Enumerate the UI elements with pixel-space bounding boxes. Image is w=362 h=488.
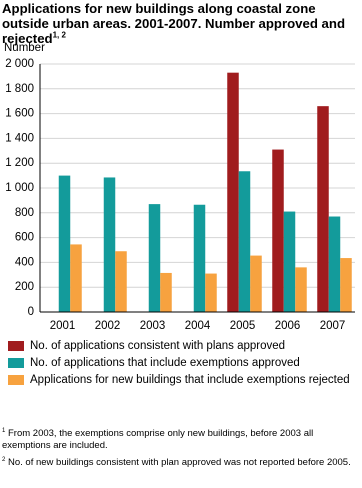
bar bbox=[70, 244, 82, 312]
bar bbox=[193, 204, 206, 312]
bar bbox=[328, 216, 341, 312]
y-tick-label: 2 000 bbox=[5, 58, 34, 70]
chart-title: Applications for new buildings along coa… bbox=[2, 1, 345, 46]
bar bbox=[295, 267, 307, 312]
bar bbox=[148, 204, 161, 312]
bar bbox=[115, 251, 127, 312]
chart-title-block: Applications for new buildings along coa… bbox=[2, 1, 358, 46]
legend-swatch bbox=[8, 375, 24, 385]
bar bbox=[317, 106, 329, 312]
legend-swatch bbox=[8, 341, 24, 351]
x-tick-label: 2005 bbox=[230, 320, 256, 332]
bar bbox=[283, 211, 296, 312]
bar bbox=[58, 175, 71, 312]
x-tick-label: 2006 bbox=[275, 320, 301, 332]
footnotes: 1 From 2003, the exemptions comprise onl… bbox=[2, 425, 358, 471]
bar bbox=[160, 272, 172, 312]
legend-swatch bbox=[8, 358, 24, 368]
title-superscript: 1, 2 bbox=[52, 30, 66, 40]
chart: Number 0 200 400 600 800 1 000 1 200 1 400 1 600… bbox=[4, 42, 355, 386]
x-tick-label: 2004 bbox=[185, 320, 211, 332]
x-tick-label: 2003 bbox=[140, 320, 166, 332]
x-tick-label: 2007 bbox=[320, 320, 346, 332]
bar bbox=[227, 72, 239, 313]
x-tick-label: 2002 bbox=[95, 320, 121, 332]
x-tick-label: 2001 bbox=[50, 320, 76, 332]
footnote-text: No. of new buildings consistent with pla… bbox=[7, 457, 351, 469]
footnote: 2 No. of new buildings consistent with p… bbox=[2, 454, 358, 469]
bar bbox=[340, 258, 352, 312]
y-tick-label: 800 bbox=[15, 207, 34, 219]
y-tick-label: 400 bbox=[15, 256, 34, 268]
y-tick-label: 1 600 bbox=[5, 108, 34, 120]
y-tick-label: 200 bbox=[15, 281, 34, 293]
legend-label: No. of applications consistent with plan… bbox=[30, 340, 285, 352]
footnote: 1 From 2003, the exemptions comprise onl… bbox=[2, 425, 358, 452]
y-tick-label: 1 000 bbox=[5, 182, 34, 194]
y-tick-label: 0 bbox=[28, 306, 34, 318]
bar bbox=[238, 171, 251, 312]
bar bbox=[250, 255, 262, 312]
y-tick-label: 1 400 bbox=[5, 132, 34, 144]
footnote-marker: 1 bbox=[2, 428, 6, 434]
legend-label: Applications for new buildings that incl… bbox=[30, 374, 350, 386]
bar bbox=[205, 273, 217, 312]
footnote-marker: 2 bbox=[2, 457, 6, 464]
y-tick-label: 1 200 bbox=[5, 157, 34, 169]
bar bbox=[272, 149, 284, 312]
y-tick-label: 1 800 bbox=[5, 83, 34, 95]
y-tick-label: 600 bbox=[15, 232, 34, 244]
bar bbox=[103, 177, 116, 312]
legend-label: No. of applications that include exempti… bbox=[30, 357, 300, 369]
footnote-text: From 2003, the exemptions comprise only … bbox=[2, 428, 314, 452]
y-axis-label: Number bbox=[4, 42, 45, 54]
